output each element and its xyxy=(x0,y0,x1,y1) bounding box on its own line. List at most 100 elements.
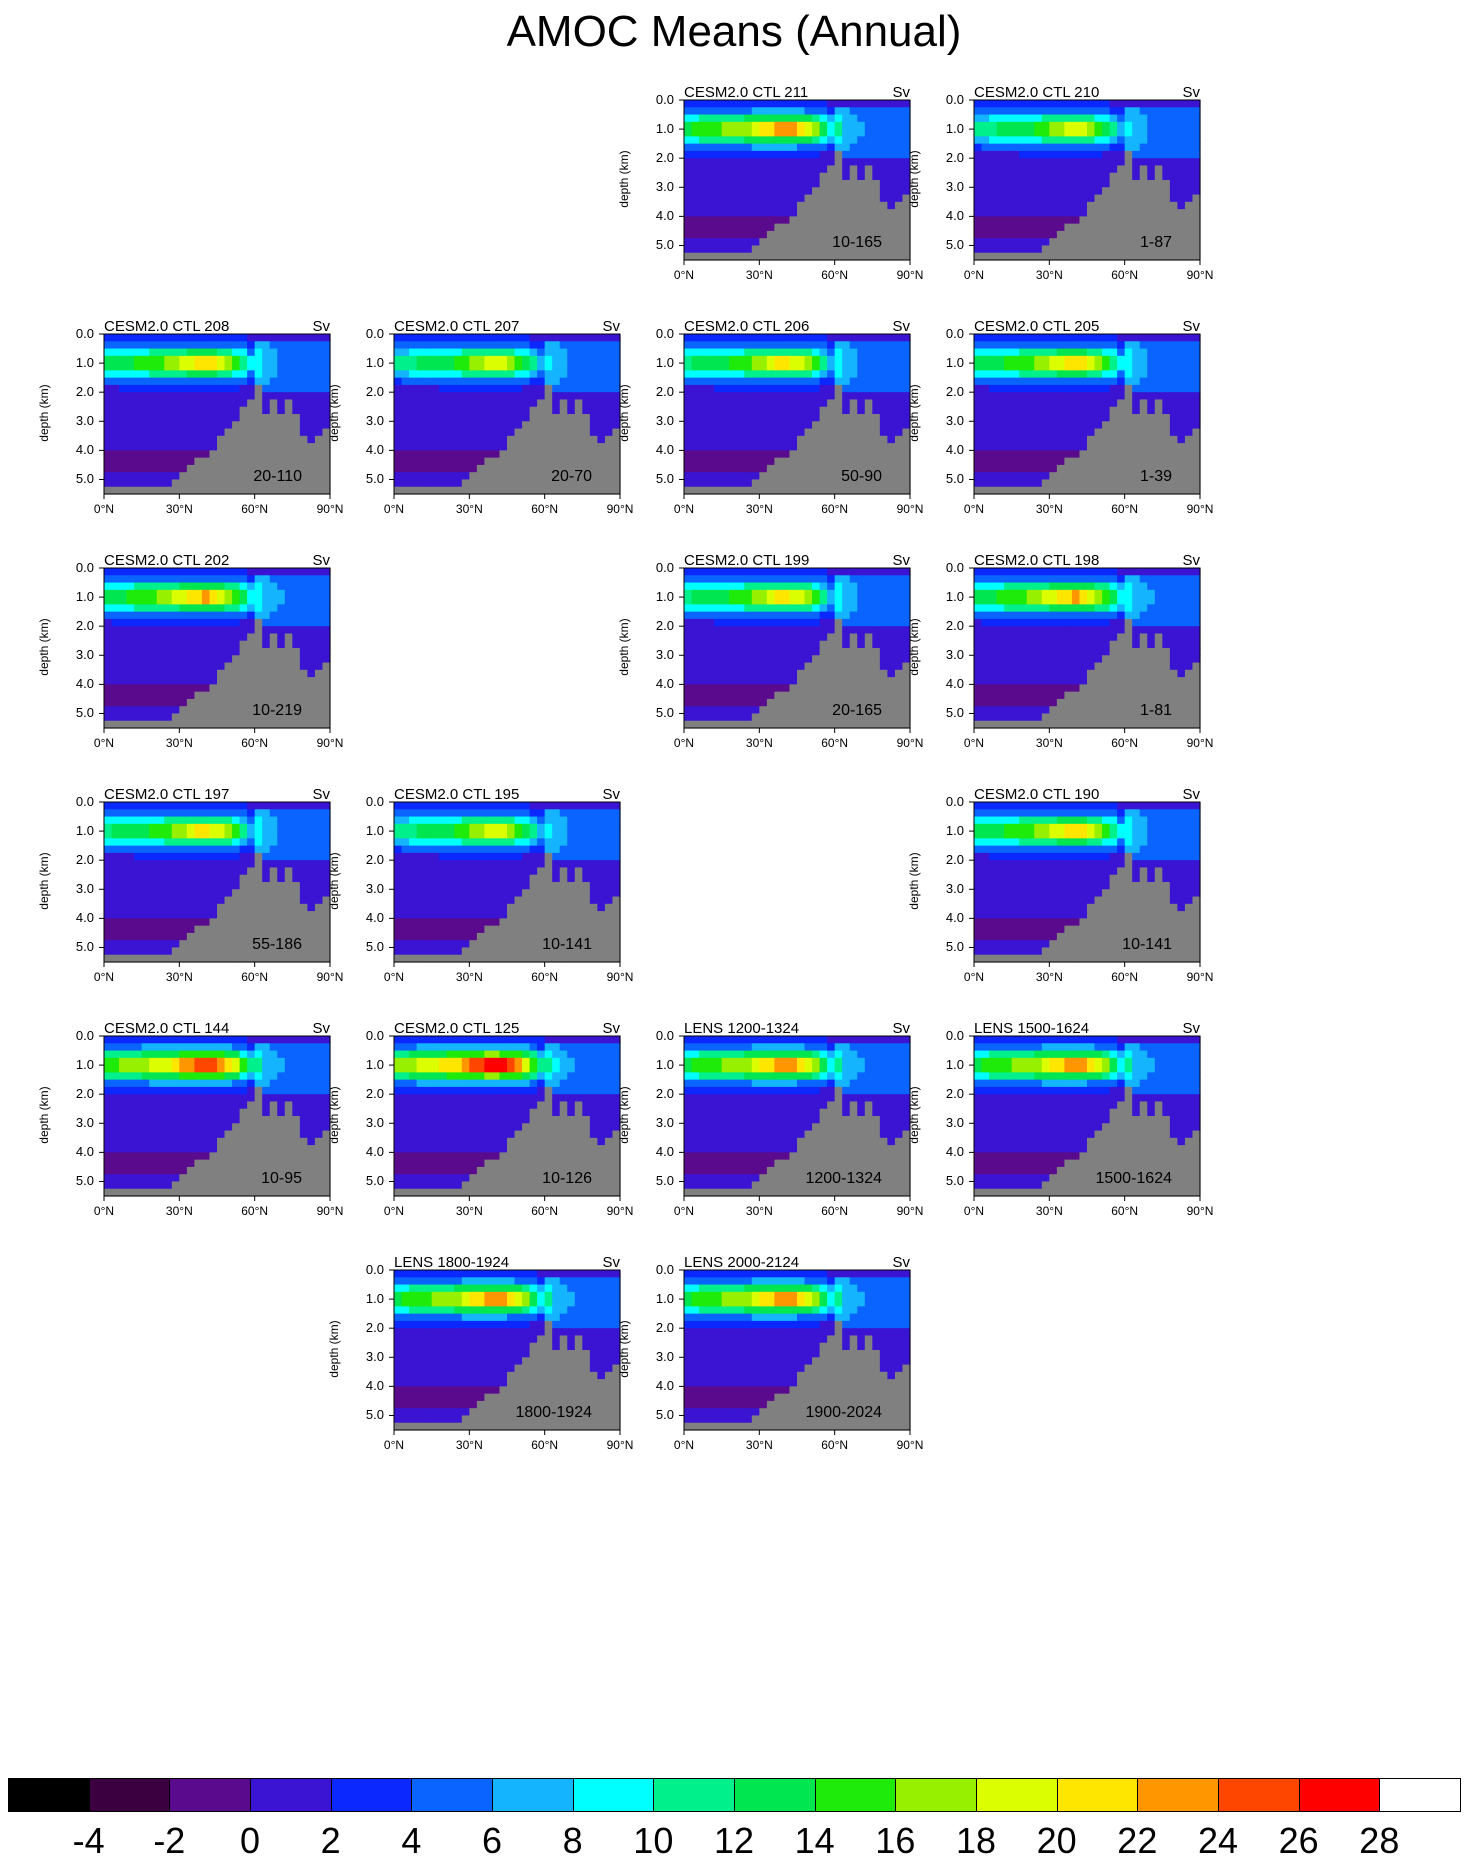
heatmap-cell xyxy=(1087,107,1095,115)
heatmap-cell xyxy=(707,443,715,451)
heatmap-cell xyxy=(880,363,888,371)
heatmap-cell xyxy=(729,663,737,671)
heatmap-cell xyxy=(774,378,782,386)
heatmap-cell xyxy=(1110,209,1118,217)
heatmap-cell xyxy=(774,421,782,429)
heatmap-cell xyxy=(447,370,455,378)
heatmap-cell xyxy=(292,626,300,634)
heatmap-cell xyxy=(850,195,858,203)
heatmap-cell xyxy=(744,115,752,123)
heatmap-cell xyxy=(767,363,775,371)
heatmap-cell xyxy=(782,173,790,181)
heatmap-cell xyxy=(1162,487,1170,495)
heatmap-cell xyxy=(590,487,598,495)
heatmap-cell xyxy=(1140,349,1148,357)
heatmap-cell xyxy=(307,619,315,627)
heatmap-cell xyxy=(240,392,248,400)
heatmap-cell xyxy=(752,202,760,210)
heatmap-cell xyxy=(774,450,782,458)
heatmap-cell xyxy=(1034,450,1042,458)
heatmap-cell xyxy=(842,202,850,210)
heatmap-cell xyxy=(752,370,760,378)
heatmap-cell xyxy=(255,677,263,685)
heatmap-cell xyxy=(315,684,323,692)
heatmap-cell xyxy=(285,684,293,692)
heatmap-cell xyxy=(157,356,165,364)
heatmap-cell xyxy=(1125,450,1133,458)
heatmap-cell xyxy=(1034,253,1042,261)
heatmap-cell xyxy=(1162,195,1170,203)
heatmap-cell xyxy=(865,421,873,429)
heatmap-cell xyxy=(1079,429,1087,437)
heatmap-cell xyxy=(164,341,172,349)
heatmap-cell xyxy=(1147,151,1155,159)
heatmap-cell xyxy=(812,363,820,371)
heatmap-cell xyxy=(1012,151,1020,159)
heatmap-cell xyxy=(684,129,692,137)
heatmap-cell xyxy=(707,202,715,210)
heatmap-cell xyxy=(1012,341,1020,349)
heatmap-cell xyxy=(232,575,240,583)
heatmap-cell xyxy=(1102,385,1110,393)
heatmap-cell xyxy=(857,385,865,393)
heatmap-cell xyxy=(1102,202,1110,210)
heatmap-cell xyxy=(194,385,202,393)
heatmap-cell xyxy=(782,421,790,429)
heatmap-cell xyxy=(722,202,730,210)
heatmap-cell xyxy=(744,479,752,487)
heatmap-cell xyxy=(842,122,850,130)
heatmap-cell xyxy=(744,414,752,422)
heatmap-cell xyxy=(575,363,583,371)
heatmap-cell xyxy=(142,479,150,487)
heatmap-cell xyxy=(194,356,202,364)
heatmap-cell xyxy=(744,195,752,203)
heatmap-cell xyxy=(722,399,730,407)
heatmap-cell xyxy=(1012,349,1020,357)
heatmap-cell xyxy=(270,641,278,649)
heatmap-cell xyxy=(1049,129,1057,137)
heatmap-cell xyxy=(684,479,692,487)
heatmap-cell xyxy=(255,385,263,393)
heatmap-cell xyxy=(567,341,575,349)
heatmap-cell xyxy=(247,487,255,495)
heatmap-cell xyxy=(164,677,172,685)
heatmap-cell xyxy=(729,129,737,137)
heatmap-cell xyxy=(104,612,112,620)
heatmap-cell xyxy=(805,479,813,487)
heatmap-cell xyxy=(1162,144,1170,152)
heatmap-cell xyxy=(300,604,308,612)
heatmap-cell xyxy=(1132,378,1140,386)
heatmap-cell xyxy=(104,655,112,663)
y-tick-label: 3.0 xyxy=(344,413,384,428)
heatmap-cell xyxy=(842,129,850,137)
heatmap-cell xyxy=(989,231,997,239)
heatmap-cell xyxy=(112,619,120,627)
heatmap-cell xyxy=(989,165,997,173)
heatmap-cell xyxy=(1004,245,1012,253)
heatmap-cell xyxy=(737,487,745,495)
heatmap-cell xyxy=(982,414,990,422)
heatmap-cell xyxy=(842,436,850,444)
heatmap-cell xyxy=(240,612,248,620)
heatmap-cell xyxy=(714,238,722,246)
heatmap-cell xyxy=(612,465,620,473)
heatmap-cell xyxy=(872,173,880,181)
heatmap-cell xyxy=(1027,107,1035,115)
heatmap-cell xyxy=(1185,407,1193,415)
heatmap-cell xyxy=(202,706,210,714)
heatmap-cell xyxy=(315,619,323,627)
heatmap-cell xyxy=(127,721,135,729)
heatmap-cell xyxy=(737,692,745,700)
heatmap-cell xyxy=(454,385,462,393)
heatmap-cell xyxy=(820,436,828,444)
heatmap-cell xyxy=(522,472,530,480)
heatmap-cell xyxy=(104,341,112,349)
heatmap-cell xyxy=(285,392,293,400)
heatmap-cell xyxy=(1132,399,1140,407)
heatmap-cell xyxy=(499,363,507,371)
heatmap-cell xyxy=(797,443,805,451)
heatmap-cell xyxy=(752,253,760,261)
heatmap-cell xyxy=(164,356,172,364)
heatmap-cell xyxy=(714,429,722,437)
heatmap-cell xyxy=(202,597,210,605)
